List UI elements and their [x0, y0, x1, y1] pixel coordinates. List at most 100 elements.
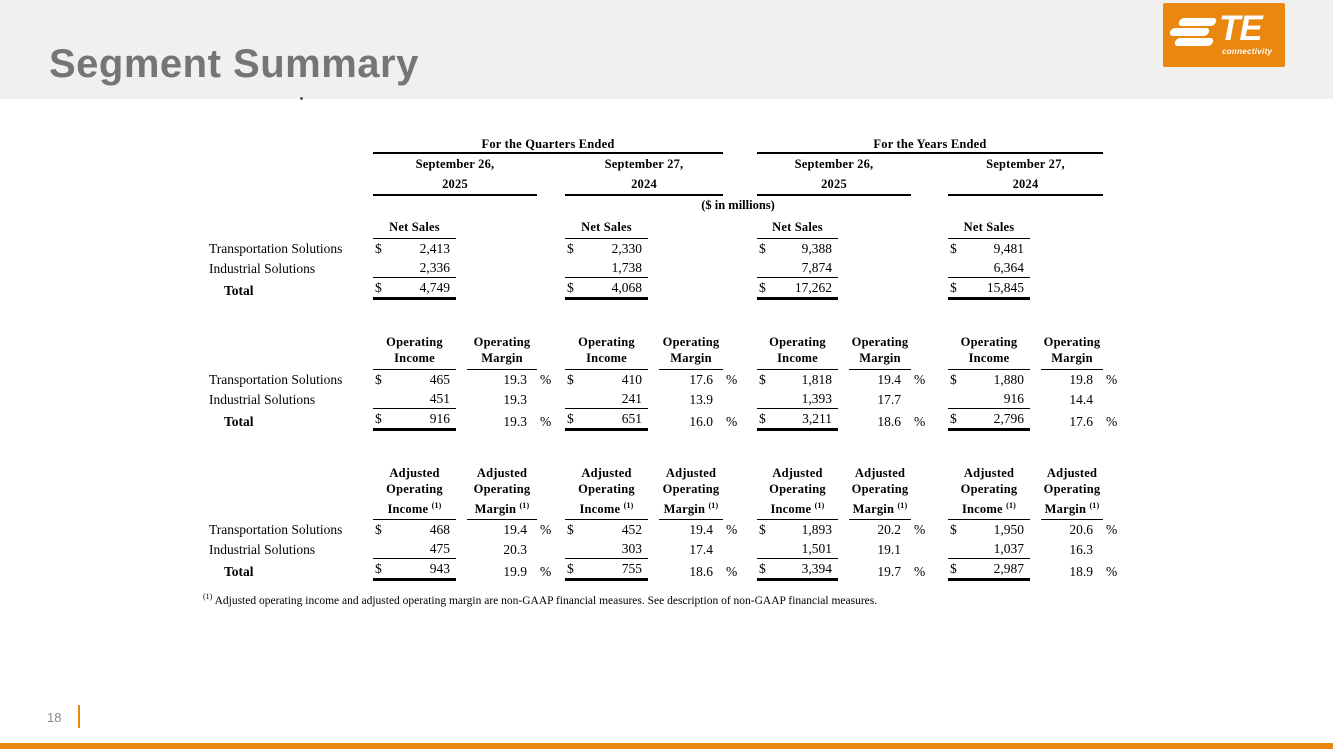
- header-line: Net Sales: [581, 220, 632, 234]
- period-year: 2025: [757, 174, 911, 196]
- header-line: Margin (1): [474, 500, 530, 516]
- amount-cell: $410: [565, 370, 648, 389]
- amount: 475: [429, 541, 450, 557]
- dollar-sign: $: [759, 522, 766, 538]
- table-row: Industrial Solutions 2,336 1,738 7,874 6…: [209, 258, 1133, 278]
- header-line: Net Sales: [772, 220, 823, 234]
- operating-margin-header: Operating Margin: [467, 334, 537, 370]
- amount-cell: $1,950: [948, 520, 1030, 539]
- header-line: Adjusted: [854, 465, 906, 480]
- margin-value: 20.6: [1069, 522, 1093, 538]
- amount-cell: $1,818: [757, 370, 838, 389]
- segment-summary-table: For the Quarters Ended For the Years End…: [209, 136, 1133, 582]
- margin-value: 18.6: [689, 564, 713, 580]
- adjusted-operating-income-header: Adjusted Operating Income (1): [373, 465, 456, 521]
- dollar-sign: $: [567, 522, 574, 538]
- operating-margin-header: Operating Margin: [659, 334, 723, 370]
- logo-stripe-icon: [1168, 28, 1211, 36]
- header-line: Operating: [662, 482, 720, 496]
- amount: 241: [621, 390, 642, 406]
- header-line: Income (1): [770, 500, 825, 516]
- period-date-row: September 26, September 27, September 26…: [209, 154, 1133, 174]
- amount-cell: $15,845: [948, 278, 1030, 300]
- header-line: Income: [777, 351, 818, 365]
- footnote-text: Adjusted operating income and adjusted o…: [214, 594, 878, 607]
- amount: 3,211: [802, 410, 832, 426]
- percent-sign: %: [1106, 522, 1118, 538]
- row-label: Industrial Solutions: [209, 542, 316, 558]
- header-line: Margin: [1051, 351, 1093, 365]
- net-sales-header: Net Sales: [373, 219, 456, 239]
- row-label: Transportation Solutions: [209, 371, 343, 387]
- dollar-sign: $: [950, 279, 957, 295]
- header-line: Operating: [960, 334, 1018, 349]
- margin-value: 17.6: [1069, 413, 1093, 429]
- adjusted-operating-margin-header: Adjusted Operating Margin (1): [849, 465, 911, 521]
- margin-value: 19.7: [877, 564, 901, 580]
- amount: 2,336: [419, 259, 450, 275]
- adjusted-operating-income-header: Adjusted Operating Income (1): [757, 465, 838, 521]
- dollar-sign: $: [375, 240, 382, 256]
- period-date: September 27,: [604, 157, 684, 171]
- footnote-marker: (1): [203, 592, 213, 601]
- amount: 303: [621, 541, 642, 557]
- amount: 4,749: [419, 279, 450, 295]
- section-adjusted-operating: Adjusted Operating Income (1) Adjusted Oper…: [209, 465, 1133, 582]
- group-header-row: For the Quarters Ended For the Years End…: [209, 136, 1133, 154]
- dollar-sign: $: [759, 561, 766, 577]
- table-row: Industrial Solutions 475 20.3 303 17.4 1…: [209, 539, 1133, 560]
- amount: 9,388: [801, 240, 832, 256]
- footnote-marker: (1): [1006, 500, 1017, 510]
- amount: 916: [1003, 390, 1024, 406]
- amount: 943: [429, 561, 450, 577]
- row-label: Transportation Solutions: [209, 240, 343, 256]
- amount-cell: 1,037: [948, 539, 1030, 560]
- amount: 2,987: [993, 561, 1024, 577]
- amount-cell: 6,364: [948, 258, 1030, 278]
- dollar-sign: $: [759, 240, 766, 256]
- page-title: Segment Summary: [49, 42, 419, 86]
- logo-brand-text: TE: [1219, 9, 1263, 48]
- header-line: Margin: [859, 351, 901, 365]
- dollar-sign: $: [950, 522, 957, 538]
- header-line: Operating: [851, 482, 909, 496]
- header-line: Operating: [386, 334, 443, 349]
- header-line: Margin: [670, 351, 712, 365]
- table-row: Transportation Solutions $468 19.4 % $45…: [209, 520, 1133, 539]
- amount: 7,874: [801, 259, 832, 275]
- amount: 755: [621, 561, 642, 577]
- bottom-accent-bar: [0, 743, 1333, 749]
- amount-cell: 916: [948, 389, 1030, 409]
- header-line: Adjusted: [476, 465, 528, 480]
- row-label: Total: [224, 282, 254, 298]
- amount-cell: 1,501: [757, 539, 838, 560]
- years-group-header: For the Years Ended: [757, 136, 1103, 154]
- row-label: Total: [224, 413, 254, 429]
- header-line: Adjusted: [963, 465, 1015, 480]
- dollar-sign: $: [950, 410, 957, 426]
- percent-sign: %: [1106, 371, 1118, 387]
- header-line: Margin (1): [663, 500, 719, 516]
- header-line: Income (1): [579, 500, 634, 516]
- column-headers-row: Operating Income Operating Margin Operatin…: [209, 334, 1133, 370]
- amount-cell: $452: [565, 520, 648, 539]
- amount: 1,393: [801, 390, 832, 406]
- dollar-sign: $: [567, 410, 574, 426]
- header-line: Operating: [662, 334, 720, 349]
- amount-cell: $916: [373, 409, 456, 431]
- percent-sign: %: [540, 413, 552, 429]
- amount-cell: $9,388: [757, 239, 838, 258]
- total-row: Total $943 19.9 % $755 18.6 % $3,394 19.…: [209, 559, 1133, 582]
- amount: 1,037: [993, 541, 1024, 557]
- amount: 651: [621, 410, 642, 426]
- period-year: 2025: [373, 174, 537, 196]
- page-number: 18: [47, 710, 62, 725]
- dollar-sign: $: [567, 561, 574, 577]
- header-line: Operating: [851, 334, 909, 349]
- header-line: Income: [968, 351, 1010, 365]
- amount-cell: $17,262: [757, 278, 838, 300]
- amount-cell: 475: [373, 539, 456, 560]
- margin-value: 16.0: [689, 413, 713, 429]
- percent-sign: %: [1106, 564, 1118, 580]
- column-headers-row: Adjusted Operating Income (1) Adjusted Oper…: [209, 465, 1133, 521]
